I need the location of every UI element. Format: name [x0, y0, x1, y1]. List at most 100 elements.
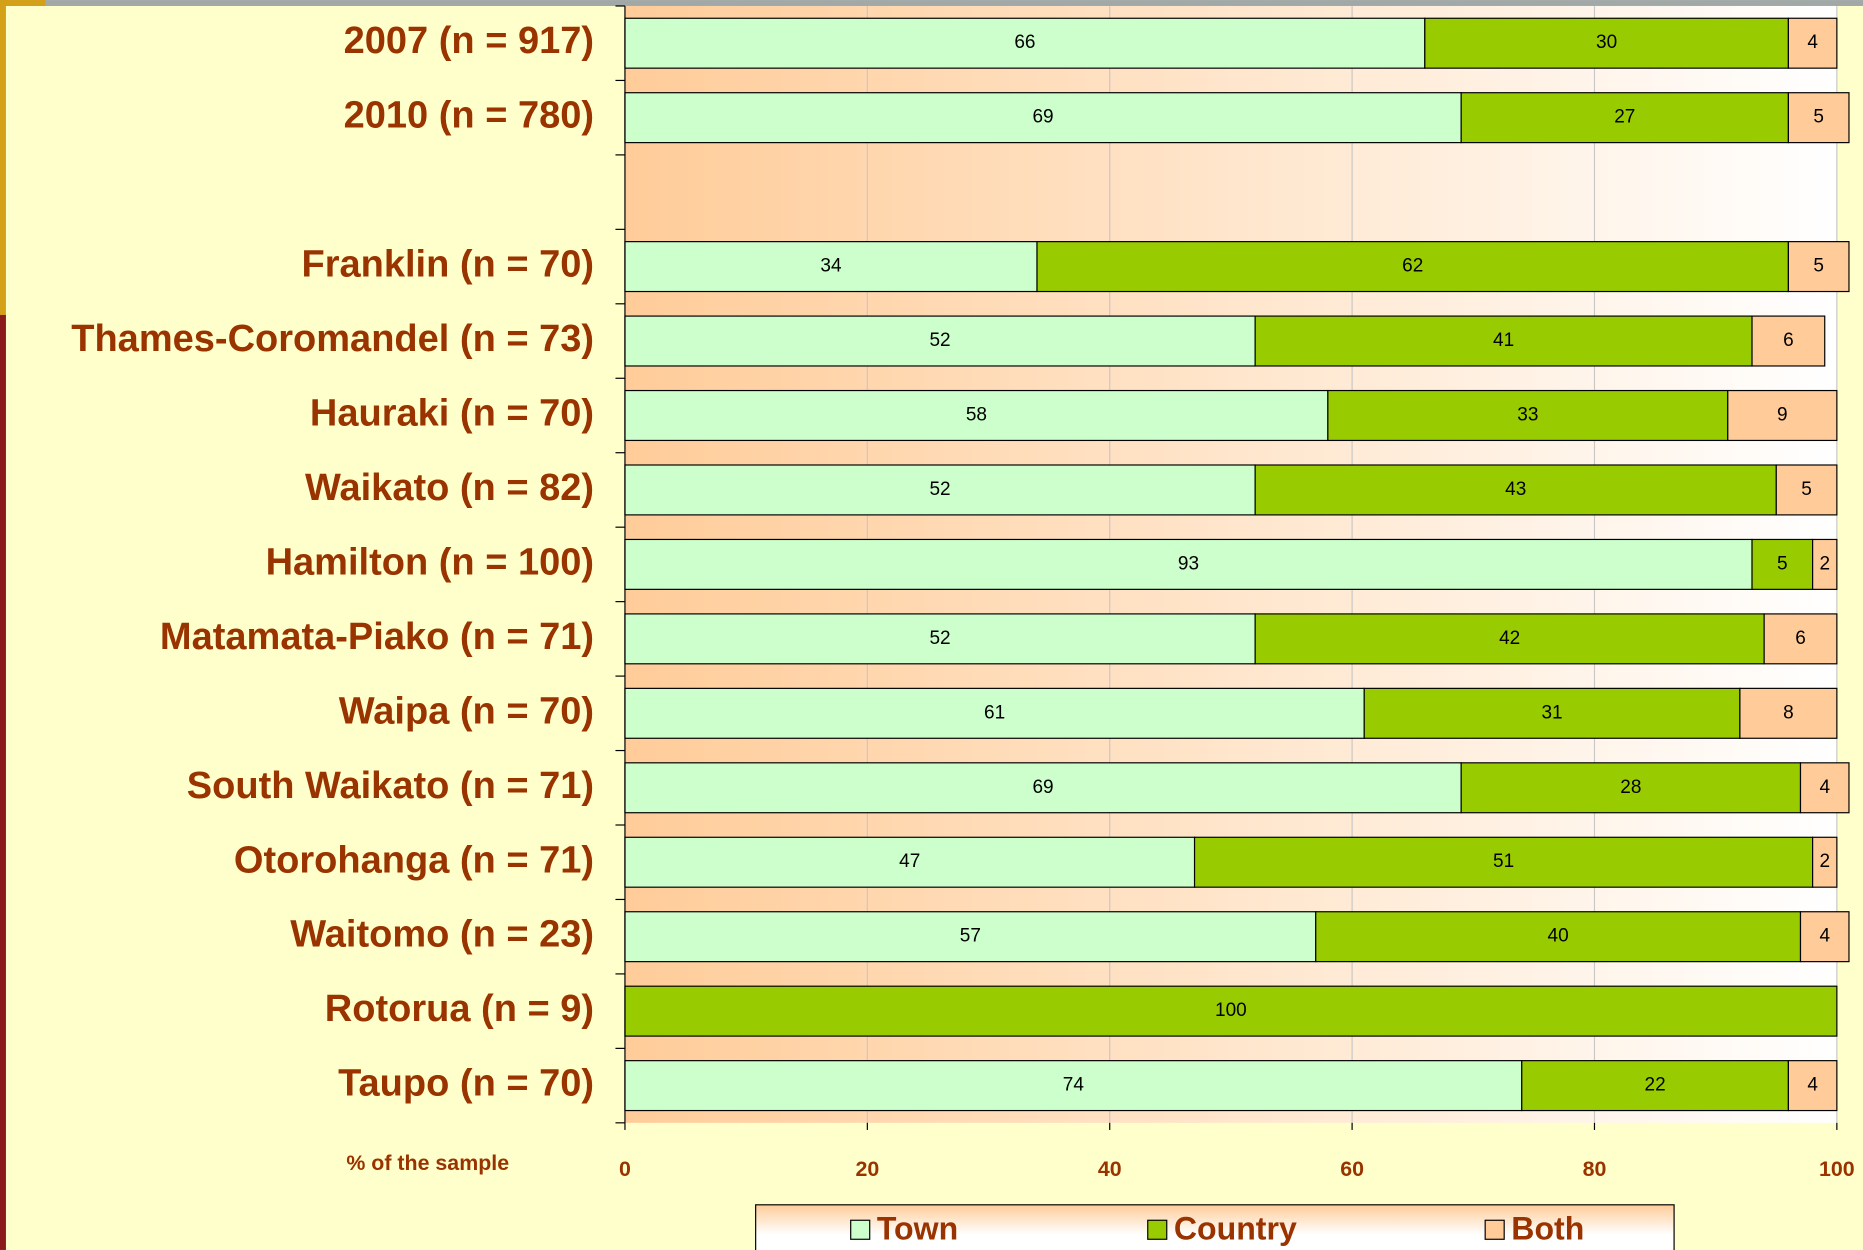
- data-label: 6: [1783, 330, 1794, 351]
- y-tick-label: Taupo (n = 70): [338, 1063, 594, 1105]
- data-label: 74: [1063, 1075, 1085, 1096]
- bar-segment: [624, 464, 1256, 516]
- bar-segment: [1460, 762, 1802, 814]
- bar-segment: [624, 836, 1196, 888]
- bar-segment: [624, 17, 1426, 69]
- y-tick-label: Otorohanga (n = 71): [234, 839, 594, 881]
- legend-box: [755, 1204, 1675, 1250]
- y-tick-label: Thames-Coromandel (n = 73): [71, 318, 594, 360]
- legend-swatch: [1147, 1219, 1168, 1240]
- data-label: 57: [960, 926, 981, 947]
- data-label: 2: [1819, 553, 1830, 574]
- data-label: 69: [1032, 777, 1053, 798]
- data-label: 22: [1645, 1075, 1666, 1096]
- bar-segment: [1254, 315, 1753, 367]
- data-label: 34: [820, 256, 842, 277]
- bar-segment: [1727, 389, 1838, 442]
- bar-segment: [1751, 315, 1826, 367]
- data-label: 51: [1493, 851, 1514, 872]
- data-label: 43: [1505, 479, 1526, 500]
- data-label: 5: [1813, 107, 1824, 128]
- data-label: 61: [984, 702, 1005, 723]
- data-label: 5: [1777, 553, 1788, 574]
- bar-segment: [1812, 836, 1838, 888]
- data-label: 30: [1596, 32, 1617, 53]
- bar-segment: [1787, 17, 1838, 69]
- bar-segment: [1254, 464, 1777, 516]
- top-strip: [0, 0, 1863, 6]
- bar-segment: [1812, 538, 1838, 590]
- bar-segment: [624, 315, 1256, 367]
- bar-segment: [624, 92, 1462, 144]
- bar-segment: [1424, 17, 1789, 69]
- y-tick-label: Hauraki (n = 70): [310, 393, 594, 435]
- data-label: 52: [929, 628, 950, 649]
- data-label: 93: [1178, 553, 1199, 574]
- data-label: 4: [1807, 32, 1818, 53]
- bar-segment: [1460, 92, 1789, 144]
- data-label: 52: [929, 479, 950, 500]
- data-label: 6: [1795, 628, 1806, 649]
- left-strip: [0, 314, 6, 1250]
- y-tick-label: Hamilton (n = 100): [266, 541, 594, 583]
- bar-segment: [1787, 1060, 1838, 1112]
- data-label: 2: [1819, 851, 1830, 872]
- data-label: 4: [1819, 926, 1830, 947]
- data-label: 4: [1819, 777, 1830, 798]
- bar-segment: [1775, 464, 1838, 516]
- data-label: 5: [1813, 256, 1824, 277]
- x-tick-label: 20: [855, 1157, 879, 1181]
- data-label: 62: [1402, 256, 1423, 277]
- bar-segment: [1751, 538, 1814, 590]
- legend-label: Both: [1511, 1210, 1584, 1246]
- x-tick-label: 40: [1098, 1157, 1122, 1181]
- bar-segment: [1799, 911, 1850, 963]
- bar-segment: [1327, 389, 1729, 442]
- y-tick-label: Franklin (n = 70): [301, 244, 594, 286]
- data-label: 42: [1499, 628, 1520, 649]
- data-label: 58: [966, 405, 987, 426]
- data-label: 5: [1801, 479, 1812, 500]
- data-label: 69: [1032, 107, 1053, 128]
- bar-segment: [624, 389, 1329, 442]
- top-corner: [0, 0, 46, 6]
- y-tick-label: 2010 (n = 780): [344, 95, 594, 137]
- y-tick-label: Waikato (n = 82): [305, 467, 594, 509]
- bar-segment: [1315, 911, 1802, 963]
- bar-segment: [624, 241, 1038, 293]
- x-tick-label: 60: [1340, 1157, 1364, 1181]
- data-label: 9: [1777, 405, 1788, 426]
- data-label: 4: [1807, 1075, 1818, 1096]
- bar-segment: [1787, 92, 1850, 144]
- data-label: 41: [1493, 330, 1514, 351]
- data-label: 47: [899, 851, 920, 872]
- y-tick-label: Waitomo (n = 23): [290, 914, 594, 956]
- bar-segment: [624, 985, 1838, 1037]
- data-label: 66: [1014, 32, 1035, 53]
- bar-segment: [1763, 613, 1838, 665]
- x-axis-label: % of the sample: [346, 1151, 509, 1175]
- legend-swatch: [1484, 1219, 1505, 1240]
- data-label: 100: [1215, 1000, 1247, 1021]
- data-label: 8: [1783, 702, 1794, 723]
- left-strip: [0, 0, 6, 315]
- x-tick-label: 100: [1819, 1157, 1855, 1181]
- y-tick-label: Waipa (n = 70): [339, 690, 594, 732]
- data-label: 28: [1620, 777, 1641, 798]
- y-tick-label: Rotorua (n = 9): [325, 988, 594, 1030]
- y-tick-label: South Waikato (n = 71): [187, 765, 594, 807]
- y-tick-label: Matamata-Piako (n = 71): [160, 616, 594, 658]
- bar-segment: [1739, 687, 1838, 739]
- bar-segment: [1254, 613, 1765, 665]
- legend-label: Country: [1174, 1210, 1297, 1246]
- legend-label: Town: [877, 1210, 958, 1246]
- data-label: 40: [1548, 926, 1569, 947]
- x-tick-label: 0: [619, 1157, 631, 1181]
- data-label: 33: [1517, 405, 1538, 426]
- bar-segment: [1193, 836, 1814, 888]
- bar-segment: [1787, 241, 1850, 293]
- bar-segment: [624, 613, 1256, 665]
- x-tick-label: 80: [1583, 1157, 1607, 1181]
